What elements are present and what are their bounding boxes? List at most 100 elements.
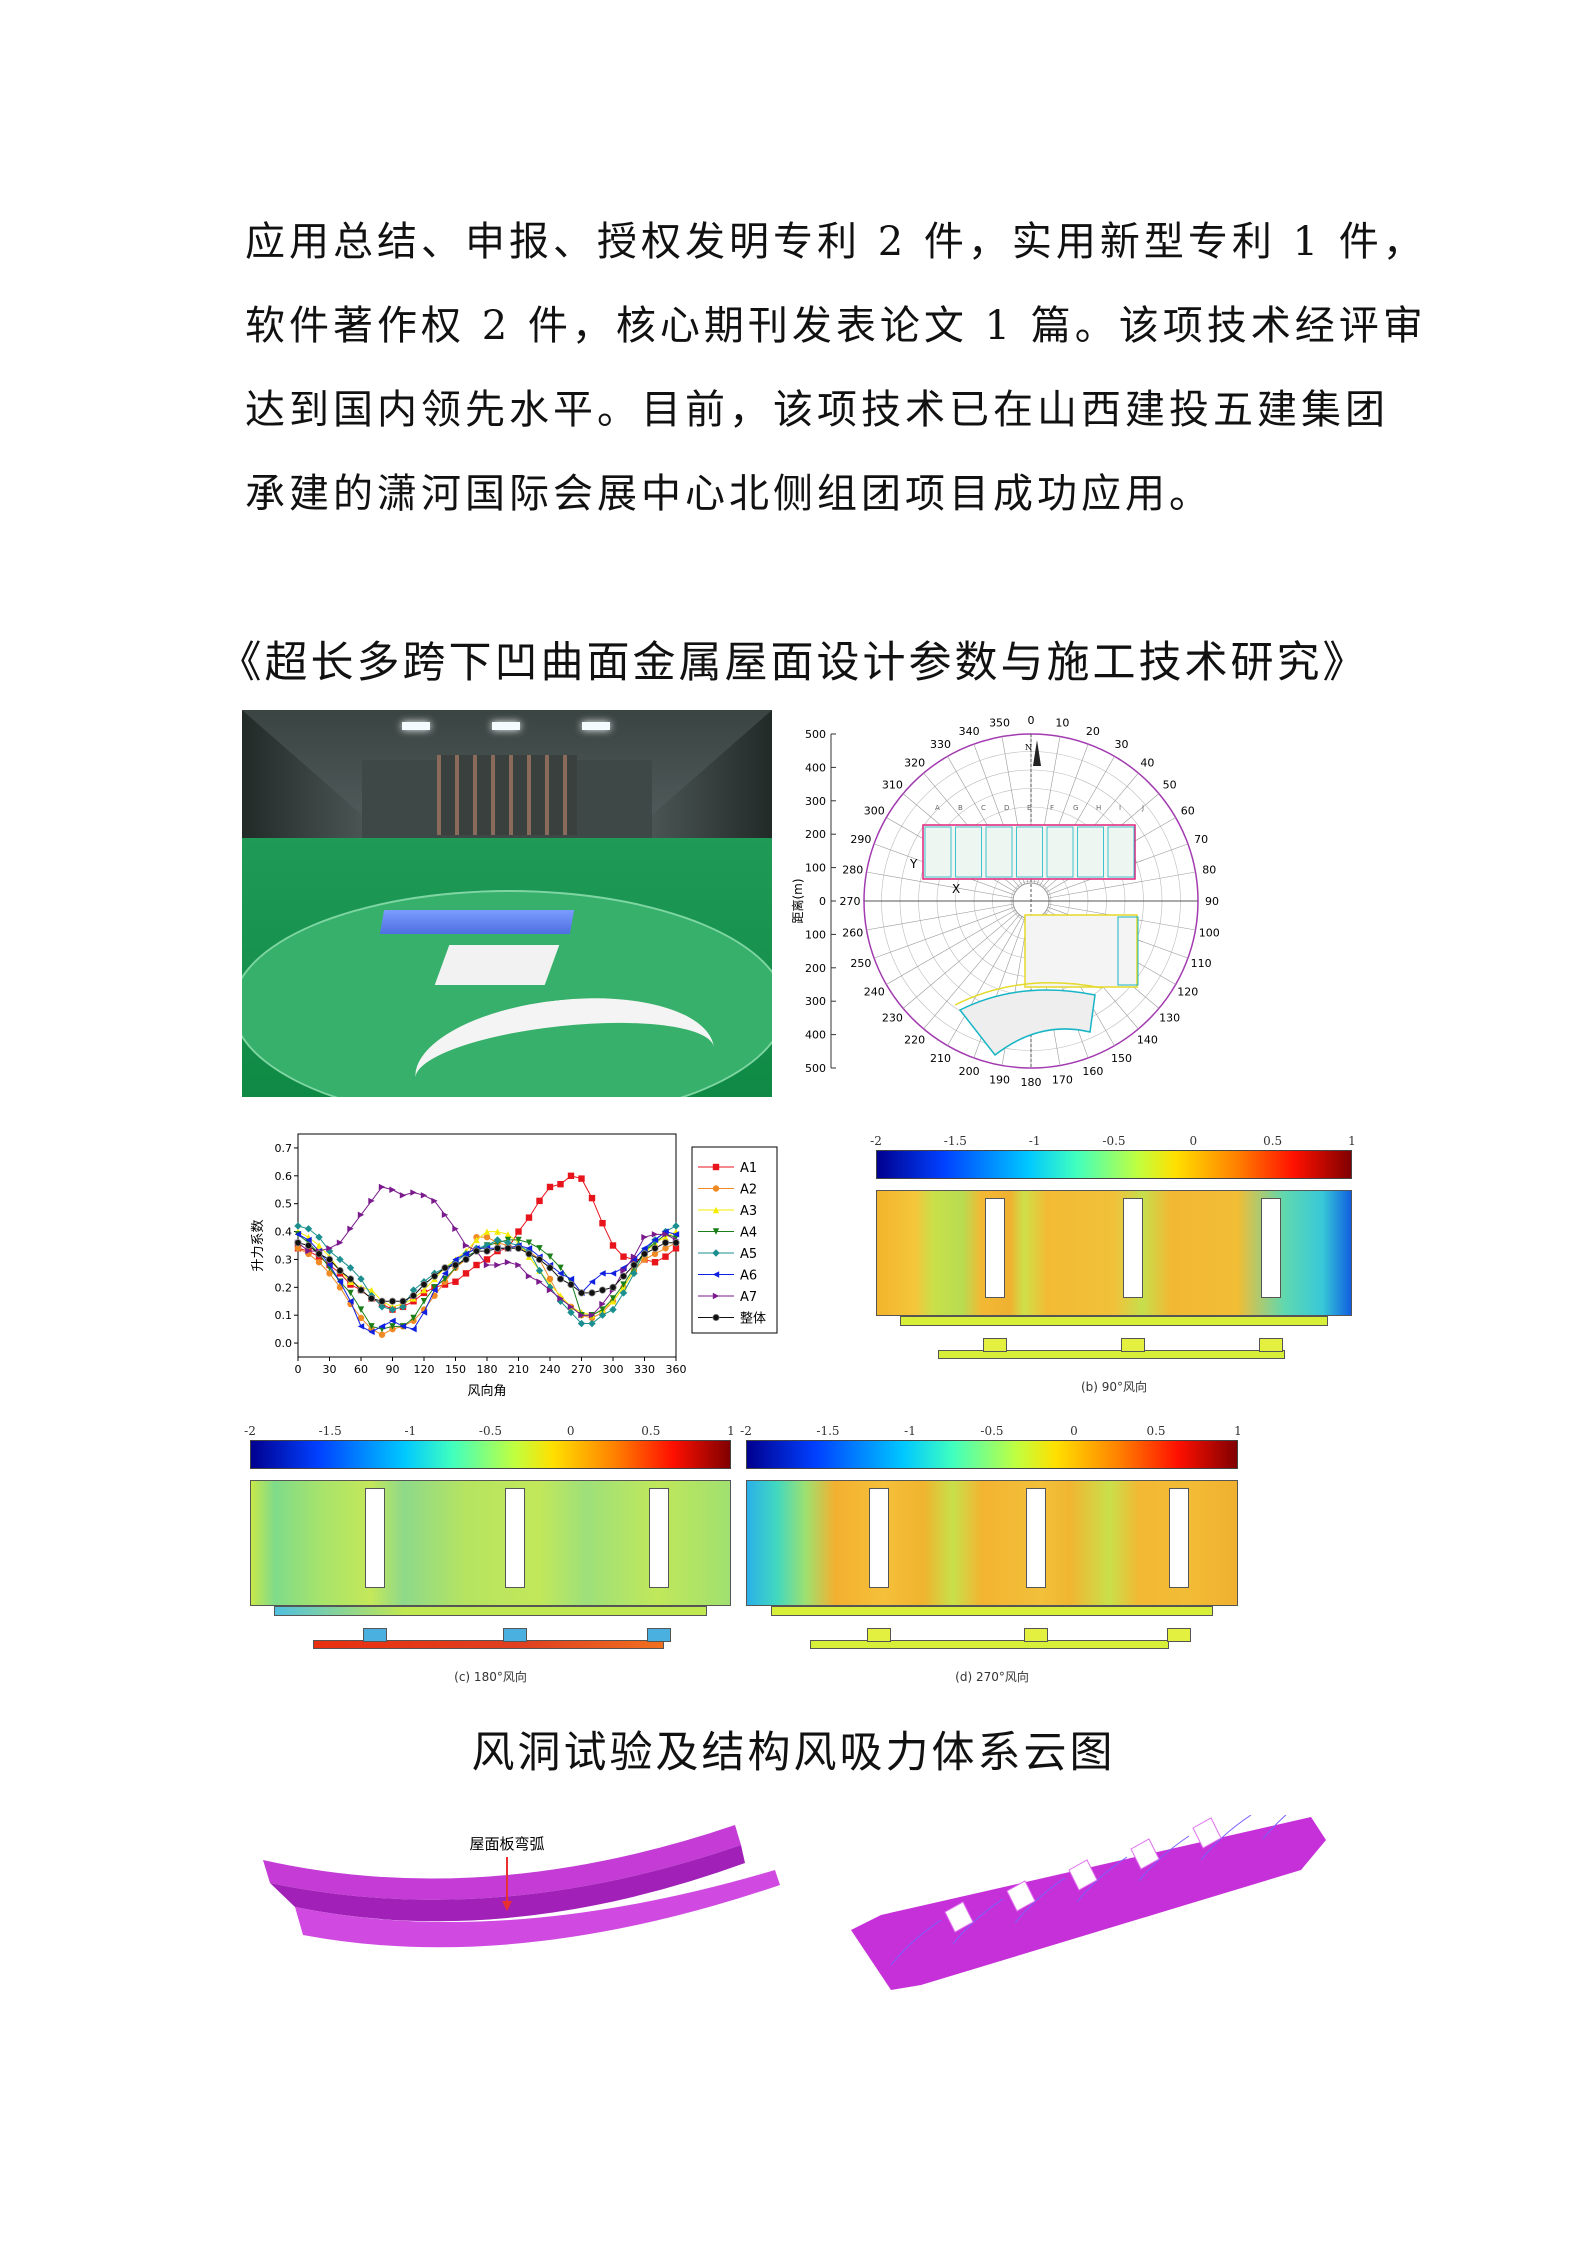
angle-label: 90: [1205, 895, 1219, 908]
x-tick-label: 150: [445, 1363, 466, 1376]
data-point: [546, 1264, 554, 1272]
legend-marker: [712, 1271, 720, 1278]
roof-bay: [1077, 826, 1104, 878]
section-strip: [809, 1640, 1170, 1649]
edge-strip: [899, 1316, 1329, 1326]
data-point: [378, 1323, 386, 1330]
legend-marker: [712, 1206, 720, 1214]
arrow-head-icon: [502, 1901, 512, 1911]
section-title: 《超长多跨下凹曲面金属屋面设计参数与施工技术研究》: [218, 638, 1369, 688]
panel-caption: (d) 270°风向: [955, 1670, 1029, 1684]
data-point: [619, 1289, 628, 1297]
grid-letter: J: [1141, 804, 1144, 812]
colorbar: [746, 1440, 1238, 1469]
data-point: [567, 1280, 575, 1289]
angle-label: 40: [1140, 756, 1154, 769]
data-point: [441, 1270, 449, 1277]
data-point: [672, 1245, 680, 1252]
y-tick-label: 0.0: [275, 1337, 293, 1350]
series-整体: [294, 1239, 680, 1305]
angle-label: 50: [1163, 779, 1177, 792]
angle-label: 230: [882, 1011, 903, 1024]
data-point: [473, 1261, 480, 1269]
data-point: [641, 1245, 648, 1252]
data-point: [410, 1314, 417, 1322]
data-point: [336, 1266, 344, 1275]
data-point: [462, 1255, 470, 1264]
data-point: [514, 1244, 523, 1252]
roof-opening: [648, 1488, 669, 1588]
y-tick-label: 200: [805, 828, 826, 841]
data-point: [368, 1328, 375, 1336]
data-point: [483, 1247, 491, 1255]
legend-box: [691, 1146, 778, 1334]
colorbar: [250, 1440, 731, 1469]
data-point: [662, 1231, 669, 1238]
angle-label: 270: [840, 895, 861, 908]
data-point: [588, 1194, 596, 1202]
x-axis-marker: X: [952, 882, 960, 896]
roof-opening: [1261, 1198, 1282, 1298]
x-tick-label: 210: [508, 1363, 529, 1376]
radial-line: [923, 914, 1020, 1030]
roof-rib: [952, 1898, 1004, 1945]
data-point: [546, 1286, 554, 1294]
edge-strip: [274, 1606, 707, 1616]
data-point: [483, 1256, 491, 1263]
data-point: [630, 1261, 638, 1269]
colorbar-tick-label: -1: [1028, 1134, 1041, 1148]
colorbar-tick-label: -1: [404, 1424, 417, 1438]
data-point: [441, 1264, 449, 1272]
data-point: [577, 1289, 586, 1297]
data-point: [661, 1239, 670, 1247]
y-tick-label: 200: [805, 962, 826, 975]
legend-label: A3: [740, 1204, 757, 1219]
colorbar-tick-label: 0: [1070, 1424, 1078, 1438]
y-tick-label: 0.3: [275, 1253, 293, 1266]
north-arrow-icon: [1033, 740, 1041, 766]
roof-rib: [1076, 1856, 1128, 1903]
x-tick-label: 90: [386, 1363, 400, 1376]
data-point: [599, 1220, 606, 1227]
roof-gap: [1130, 1838, 1160, 1870]
data-point: [420, 1309, 428, 1316]
colorbar-tick-label: 0: [566, 1424, 575, 1438]
x-tick-label: 360: [666, 1363, 687, 1376]
colorbar-tick-label: -0.5: [1102, 1134, 1126, 1148]
x-tick-label: 60: [354, 1363, 368, 1376]
roof-rib: [1262, 1815, 1287, 1840]
data-point: [441, 1275, 449, 1283]
roof-opening: [985, 1198, 1005, 1298]
data-point: [472, 1247, 481, 1255]
data-point: [662, 1245, 669, 1252]
polar-site-plan: 500 400 300 200 100 0 100 200 300 400 500 距离(m) 0 10 2…: [790, 714, 1220, 1089]
data-point: [493, 1244, 502, 1252]
data-point: [598, 1311, 607, 1319]
colorbar-tick-label: -0.5: [478, 1424, 503, 1438]
legend-label: A7: [740, 1290, 757, 1305]
angle-label: 0: [1028, 714, 1035, 727]
y-tick-label: 0.5: [275, 1198, 293, 1211]
data-point: [620, 1281, 627, 1288]
data-point: [672, 1222, 680, 1230]
colorbar-tick-label: -1.5: [943, 1134, 967, 1148]
angle-label: 150: [1111, 1052, 1132, 1065]
data-point: [588, 1319, 596, 1328]
angle-label: 240: [864, 986, 885, 999]
colorbar-tick-label: 0.5: [1263, 1134, 1283, 1148]
angle-label: 130: [1159, 1011, 1180, 1024]
data-point: [336, 1239, 344, 1246]
data-point: [483, 1261, 491, 1269]
roof-rib: [890, 1919, 942, 1966]
data-point: [347, 1289, 354, 1297]
data-point: [609, 1242, 617, 1249]
y-tick-label: 0.6: [275, 1170, 293, 1183]
data-point: [494, 1228, 501, 1235]
y-tick-label: 500: [805, 1062, 826, 1075]
data-point: [336, 1278, 344, 1285]
angle-label: 60: [1181, 805, 1195, 818]
data-point: [557, 1295, 564, 1302]
angle-label: 250: [850, 957, 871, 970]
y-tick-label: 0.7: [275, 1142, 293, 1155]
data-point: [357, 1314, 365, 1322]
